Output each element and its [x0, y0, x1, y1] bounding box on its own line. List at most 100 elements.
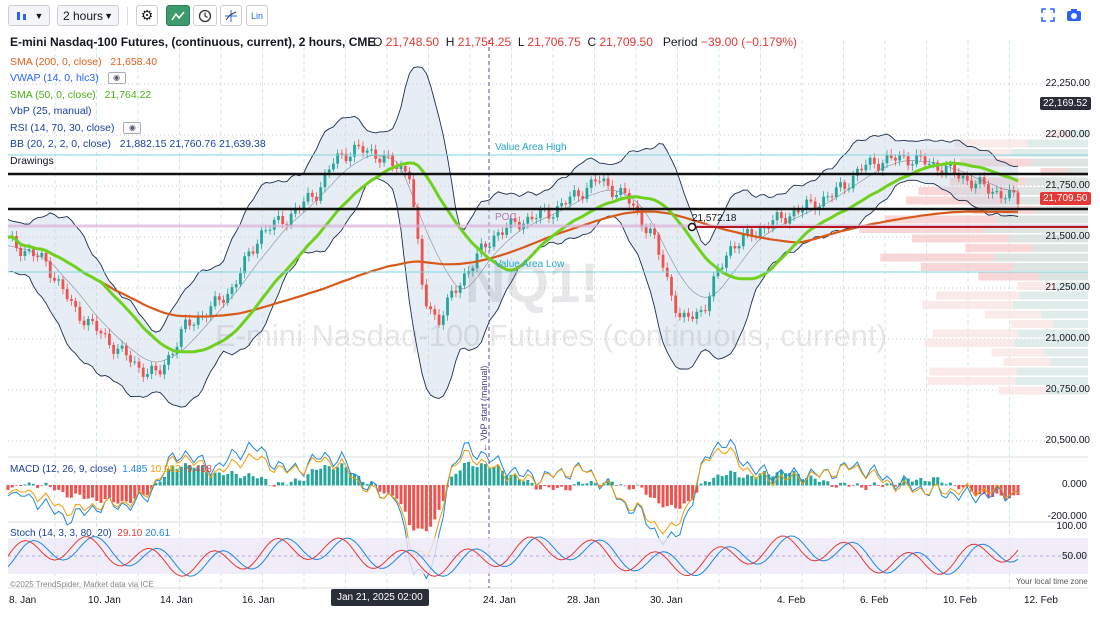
macd-histogram-bar: [52, 485, 56, 491]
close-value: 21,709.50: [599, 35, 653, 49]
candle-body: [725, 255, 728, 268]
indicator-rsi[interactable]: RSI (14, 70, 30, close) ◉: [10, 122, 142, 135]
volume-profile-bar: [991, 348, 1088, 357]
macd-histogram-bar: [484, 463, 488, 486]
indicator-vwap[interactable]: VWAP (14, 0, hlc3) ◉: [10, 72, 126, 85]
macd-histogram-bar: [222, 475, 226, 486]
candle-body: [695, 311, 699, 319]
volume-profile-bar: [1011, 149, 1088, 157]
level-label: 21,572.18: [692, 213, 737, 224]
macd-histogram-bar: [581, 483, 585, 486]
candle-body: [999, 191, 1003, 199]
scale-button[interactable]: Lin: [246, 5, 268, 26]
candle-body: [826, 196, 830, 198]
fullscreen-button[interactable]: [1041, 8, 1055, 27]
candle-body: [162, 364, 166, 375]
interval-select[interactable]: 2 hours ▼: [57, 5, 119, 26]
indicator-sma50[interactable]: SMA (50, 0, close) 21,764.22: [10, 89, 151, 101]
stoch-legend[interactable]: Stoch (14, 3, 3, 80, 20) 29.10 20.61: [10, 528, 170, 539]
candle-body: [74, 300, 78, 307]
macd-histogram-bar: [644, 485, 648, 495]
auto-trend-button[interactable]: [166, 5, 190, 26]
candle-body: [898, 155, 902, 161]
gear-icon: ⚙: [140, 7, 154, 23]
macd-histogram-bar: [116, 485, 120, 504]
replay-button[interactable]: [193, 5, 217, 26]
volume-profile-bar: [905, 196, 1088, 205]
macd-histogram-bar: [716, 474, 720, 486]
macd-histogram-bar: [547, 485, 551, 488]
macd-histogram-bar: [615, 485, 619, 486]
candle-body: [577, 190, 580, 197]
drawings-label[interactable]: Drawings: [10, 155, 54, 167]
chart-type-button[interactable]: ▼: [8, 5, 50, 26]
volume-profile-bar: [1047, 386, 1088, 395]
candle-body: [154, 365, 158, 371]
snapshot-button[interactable]: [1066, 8, 1082, 27]
macd-legend[interactable]: MACD (12, 26, 9, close) 1.485 10.982 -9.…: [10, 464, 212, 475]
macd-histogram-bar: [167, 469, 171, 486]
candle-body: [513, 218, 517, 222]
macd-histogram-bar: [488, 467, 492, 486]
candle-body: [365, 150, 369, 153]
macd-histogram-bar: [285, 484, 289, 486]
candle-body: [733, 246, 737, 249]
candle-body: [564, 203, 568, 205]
candle-body: [281, 215, 285, 225]
candle-body: [433, 309, 437, 315]
stoch-label: Stoch (14, 3, 3, 80, 20): [10, 528, 112, 539]
candle-body: [424, 284, 428, 307]
macd-histogram-bar: [95, 485, 99, 502]
candle-body: [589, 179, 593, 188]
indicator-bb[interactable]: BB (20, 2, 2, 0, close) 21,882.15 21,760…: [10, 138, 266, 150]
candle-body: [120, 345, 124, 349]
candle-body: [382, 155, 386, 163]
macd-histogram-bar: [813, 478, 817, 486]
indicator-vbp[interactable]: VbP (25, manual): [10, 105, 92, 117]
indicator-value: 21,882.15 21,760.76 21,639.38: [119, 138, 266, 150]
indicator-label: BB (20, 2, 2, 0, close): [10, 138, 111, 150]
macd-histogram-bar: [48, 485, 52, 487]
volume-profile-bar: [1040, 168, 1088, 176]
indicator-sma200[interactable]: SMA (200, 0, close) 21,658.40: [10, 56, 157, 68]
candle-body: [353, 144, 356, 157]
macd-histogram-bar: [893, 485, 897, 487]
macd-histogram-bar: [788, 473, 792, 486]
volume-profile-bar: [1025, 177, 1088, 186]
ohlc-readout: O 21,748.50 H 21,754.25 L 21,706.75 C 21…: [373, 35, 797, 49]
indicator-value: 21,764.22: [104, 89, 152, 101]
settings-button[interactable]: ⚙: [136, 5, 158, 26]
candle-body: [1016, 192, 1020, 205]
macd-histogram-bar: [619, 484, 623, 486]
volume-profile-bar: [920, 263, 1088, 271]
eye-icon[interactable]: ◉: [123, 122, 142, 135]
macd-histogram-bar: [678, 485, 682, 509]
candle-body: [708, 296, 711, 312]
candle-body: [196, 316, 200, 325]
candle-body: [974, 183, 978, 189]
macd-histogram-bar: [851, 485, 855, 486]
timezone-label[interactable]: Your local time zone: [1016, 577, 1088, 586]
macd-histogram-bar: [179, 466, 183, 486]
open-value: 21,748.50: [385, 35, 440, 49]
candle-body: [293, 207, 297, 214]
candle-body: [805, 199, 809, 210]
candle-body: [864, 164, 868, 171]
macd-panel: [6, 438, 1020, 580]
time-axis-label: 10. Feb: [943, 595, 977, 606]
macd-histogram-bar: [154, 483, 158, 486]
volume-profile-bar: [985, 225, 1088, 233]
macd-histogram-bar: [919, 478, 923, 486]
macd-histogram-bar: [336, 467, 340, 486]
candle-body: [581, 196, 585, 199]
candle-body: [741, 233, 745, 247]
macd-histogram-bar: [276, 482, 280, 486]
macd-histogram-bar: [450, 476, 454, 486]
eye-icon[interactable]: ◉: [107, 72, 126, 85]
candle-body: [179, 329, 183, 347]
volume-profile-bar: [1070, 130, 1088, 138]
macd-histogram-bar: [606, 479, 610, 486]
candle-body: [801, 209, 804, 213]
crosshair-button[interactable]: [220, 5, 242, 26]
